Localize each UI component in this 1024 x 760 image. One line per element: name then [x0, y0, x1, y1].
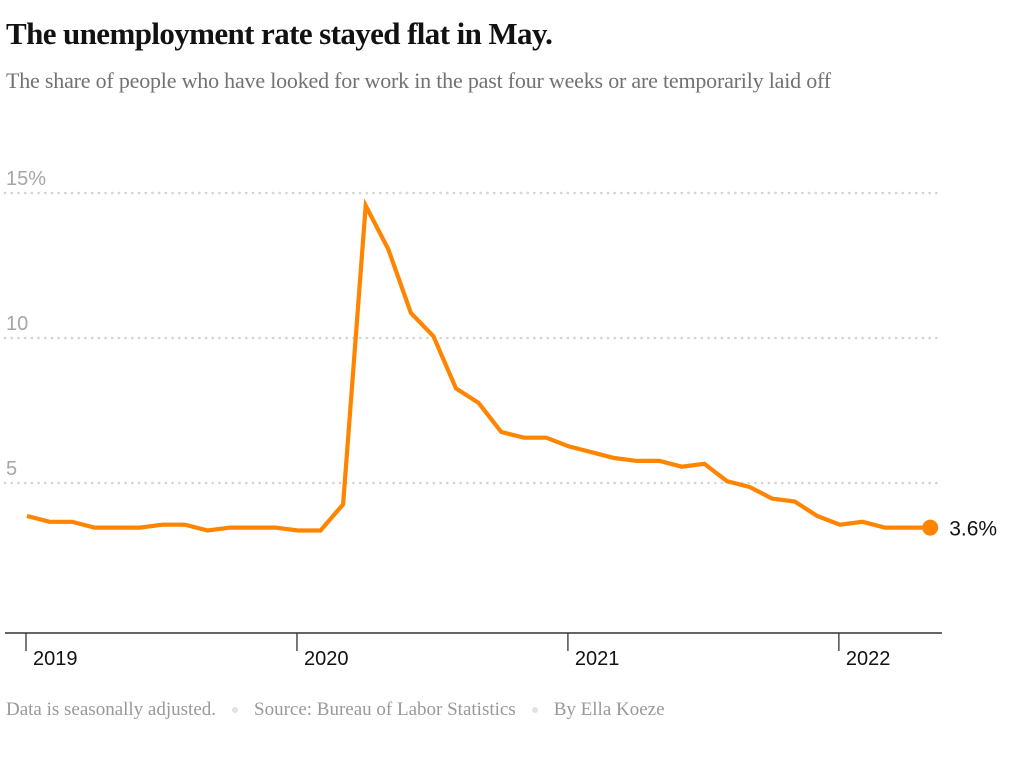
separator-dot — [232, 707, 239, 713]
footer-byline: By Ella Koeze — [553, 699, 665, 720]
x-tick-label-2022: 2022 — [846, 648, 891, 670]
footer-note: Data is seasonally adjusted. — [6, 699, 217, 720]
chart-subtitle: The share of people who have looked for … — [6, 68, 831, 93]
end-value-label: 3.6% — [949, 518, 997, 541]
x-tick-label-2019: 2019 — [33, 648, 78, 670]
series-group: 3.6% — [26, 198, 997, 541]
x-tick-label-2021: 2021 — [575, 648, 620, 670]
chart-title: The unemployment rate stayed flat in May… — [6, 16, 553, 51]
x-tick-label-2020: 2020 — [304, 648, 349, 670]
series-line — [26, 198, 931, 533]
line-chart: 15% 10 5 2019 2020 2021 2022 3.6% — [3, 168, 997, 670]
x-axis: 2019 2020 2021 2022 — [5, 632, 942, 670]
y-tick-label-10: 10 — [6, 313, 28, 335]
y-tick-label-15: 15% — [6, 168, 46, 190]
footer-source: Source: Bureau of Labor Statistics — [254, 699, 516, 720]
end-point-marker — [922, 519, 939, 536]
y-tick-label-5: 5 — [6, 458, 17, 480]
y-axis-ticks: 15% 10 5 — [6, 168, 46, 480]
chart-footer: Data is seasonally adjusted. Source: Bur… — [6, 699, 665, 721]
gridlines — [3, 191, 944, 485]
separator-dot — [531, 707, 538, 713]
